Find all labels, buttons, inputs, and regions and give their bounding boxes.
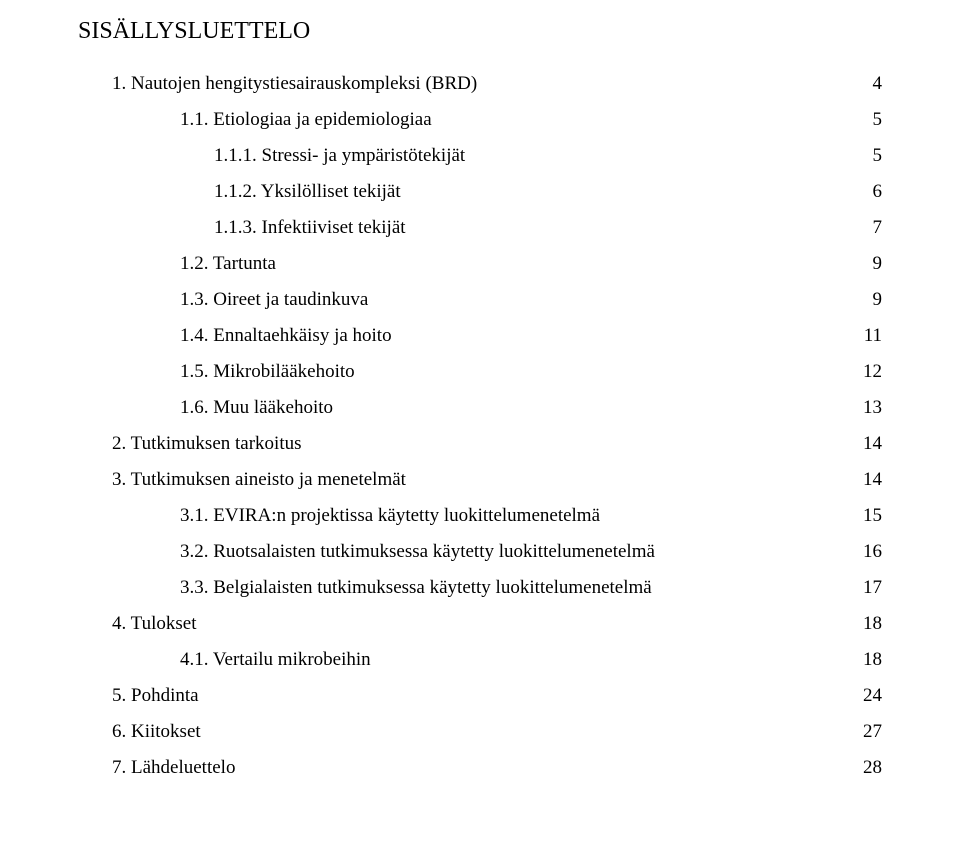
toc-entry-label: 1. Nautojen hengitystiesairauskompleksi … <box>112 73 477 95</box>
toc-entry-page: 16 <box>854 541 882 563</box>
toc-entry-label: 1.1. Etiologiaa ja epidemiologiaa <box>180 109 432 131</box>
toc-entry-label: 5. Pohdinta <box>112 685 199 707</box>
toc-entry-label: 1.1.1. Stressi- ja ympäristötekijät <box>214 145 465 167</box>
toc-entry-label: 1.1.2. Yksilölliset tekijät <box>214 181 401 203</box>
toc-entry-page: 12 <box>854 361 882 383</box>
toc-entry-page: 4 <box>854 73 882 95</box>
toc-line: 1.1.3. Infektiiviset tekijät 7 <box>78 217 882 239</box>
toc-line: 1.1.2. Yksilölliset tekijät 6 <box>78 181 882 203</box>
toc-entry-page: 9 <box>854 289 882 311</box>
toc-entry-page: 14 <box>854 433 882 455</box>
toc-line: 1.2. Tartunta 9 <box>78 253 882 275</box>
toc-line: 3. Tutkimuksen aineisto ja menetelmät 14 <box>78 469 882 491</box>
toc-line: 1.1. Etiologiaa ja epidemiologiaa 5 <box>78 109 882 131</box>
toc-entry-label: 7. Lähdeluettelo <box>112 757 235 779</box>
toc-entry-label: 1.4. Ennaltaehkäisy ja hoito <box>180 325 392 347</box>
toc-entry-label: 1.2. Tartunta <box>180 253 276 275</box>
toc-line: 1. Nautojen hengitystiesairauskompleksi … <box>78 73 882 95</box>
toc-entry-page: 5 <box>854 145 882 167</box>
toc-line: 6. Kiitokset 27 <box>78 721 882 743</box>
toc-entry-page: 15 <box>854 505 882 527</box>
toc-line: 3.2. Ruotsalaisten tutkimuksessa käytett… <box>78 541 882 563</box>
toc-line: 1.1.1. Stressi- ja ympäristötekijät 5 <box>78 145 882 167</box>
toc-entry-label: 3.2. Ruotsalaisten tutkimuksessa käytett… <box>180 541 655 563</box>
toc-line: 3.1. EVIRA:n projektissa käytetty luokit… <box>78 505 882 527</box>
page: SISÄLLYSLUETTELO 1. Nautojen hengitystie… <box>0 0 960 833</box>
toc-entry-page: 28 <box>854 757 882 779</box>
toc-entry-page: 18 <box>854 613 882 635</box>
toc-line: 4. Tulokset 18 <box>78 613 882 635</box>
toc-line: 1.3. Oireet ja taudinkuva 9 <box>78 289 882 311</box>
toc-entry-label: 6. Kiitokset <box>112 721 201 743</box>
toc-line: 7. Lähdeluettelo 28 <box>78 757 882 779</box>
toc-entry-label: 1.3. Oireet ja taudinkuva <box>180 289 368 311</box>
toc-entry-label: 1.6. Muu lääkehoito <box>180 397 333 419</box>
toc-entry-page: 5 <box>854 109 882 131</box>
toc-entry-label: 4. Tulokset <box>112 613 196 635</box>
toc-entry-page: 9 <box>854 253 882 275</box>
toc-entry-label: 1.1.3. Infektiiviset tekijät <box>214 217 406 239</box>
toc-line: 1.6. Muu lääkehoito 13 <box>78 397 882 419</box>
toc-entry-page: 18 <box>854 649 882 671</box>
toc-entry-page: 17 <box>854 577 882 599</box>
toc-entry-label: 2. Tutkimuksen tarkoitus <box>112 433 302 455</box>
toc-entry-page: 7 <box>854 217 882 239</box>
toc-entry-label: 3. Tutkimuksen aineisto ja menetelmät <box>112 469 406 491</box>
toc-entry-page: 27 <box>854 721 882 743</box>
toc-line: 5. Pohdinta 24 <box>78 685 882 707</box>
toc-entry-page: 6 <box>854 181 882 203</box>
toc-entry-label: 3.3. Belgialaisten tutkimuksessa käytett… <box>180 577 652 599</box>
toc-entry-label: 3.1. EVIRA:n projektissa käytetty luokit… <box>180 505 600 527</box>
toc-entry-page: 14 <box>854 469 882 491</box>
toc-line: 4.1. Vertailu mikrobeihin 18 <box>78 649 882 671</box>
toc-container: 1. Nautojen hengitystiesairauskompleksi … <box>78 73 882 779</box>
toc-line: 1.4. Ennaltaehkäisy ja hoito 11 <box>78 325 882 347</box>
toc-entry-page: 13 <box>854 397 882 419</box>
toc-title: SISÄLLYSLUETTELO <box>78 18 882 45</box>
toc-line: 2. Tutkimuksen tarkoitus 14 <box>78 433 882 455</box>
toc-line: 3.3. Belgialaisten tutkimuksessa käytett… <box>78 577 882 599</box>
toc-entry-label: 1.5. Mikrobilääkehoito <box>180 361 355 383</box>
toc-line: 1.5. Mikrobilääkehoito 12 <box>78 361 882 383</box>
toc-entry-page: 11 <box>854 325 882 347</box>
toc-entry-label: 4.1. Vertailu mikrobeihin <box>180 649 371 671</box>
toc-entry-page: 24 <box>854 685 882 707</box>
